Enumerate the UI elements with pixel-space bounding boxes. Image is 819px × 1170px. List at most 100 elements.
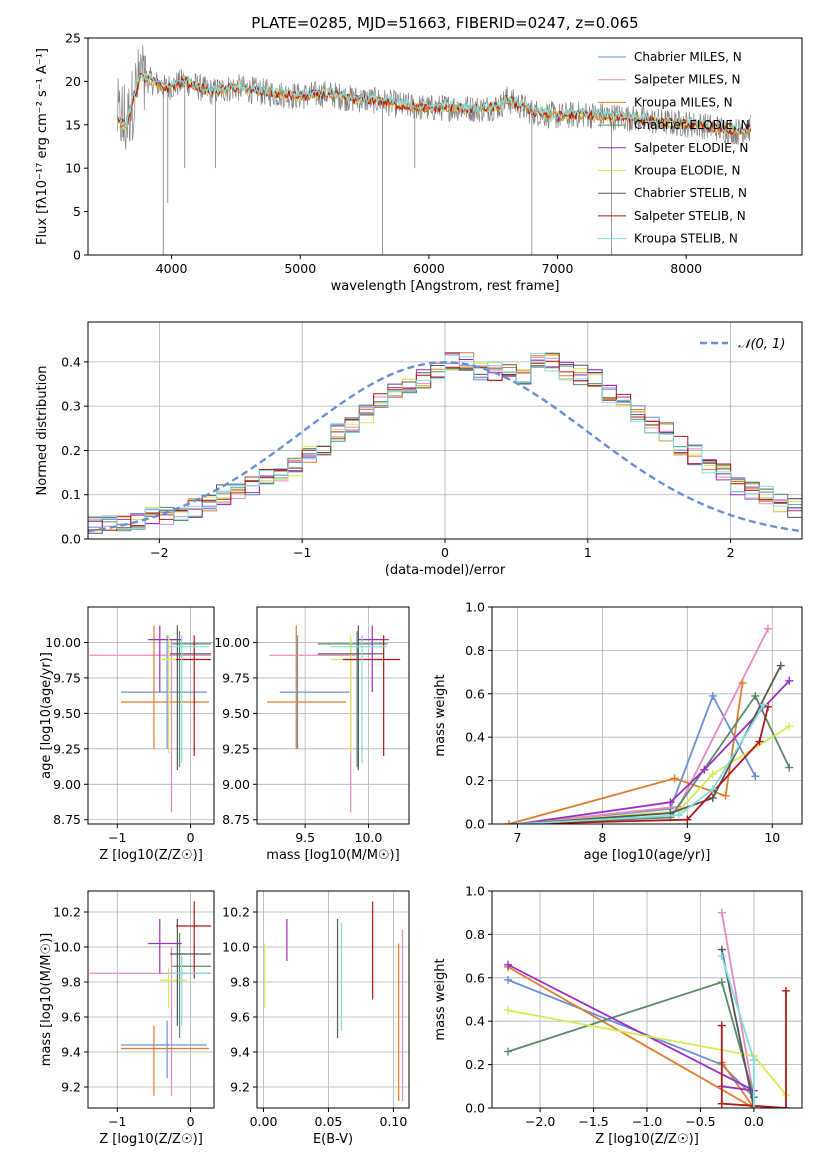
x-tick-label: −1.5 [578, 1114, 608, 1129]
series-line-salpeter_elodie [517, 680, 790, 824]
x-axis-label: Z [log10(Z/Z☉)] [99, 1132, 203, 1147]
x-tick-label: 9 [683, 830, 691, 845]
x-tick-label: 0 [187, 1114, 195, 1129]
y-tick-label: 5 [73, 204, 81, 219]
y-tick-label: 20 [65, 74, 81, 89]
y-tick-label: 9.2 [230, 1080, 250, 1095]
y-tick-label: 0.0 [61, 532, 81, 547]
axes-frame [87, 890, 215, 1109]
marker-chabrier_elodie [785, 763, 794, 772]
marker-salpeter_stelib [764, 702, 773, 711]
y-axis-label: mass [log10(M/M☉)] [39, 933, 54, 1066]
y-tick-label: 0.4 [465, 730, 485, 745]
legend-label: Chabrier MILES, N [634, 50, 742, 64]
y-tick-label: 9.25 [222, 741, 250, 756]
errorbar-plot [89, 625, 212, 813]
x-axis-label: Z [log10(Z/Z☉)] [595, 1132, 699, 1147]
legend-label: Kroupa ELODIE, N [634, 164, 741, 178]
y-tick-label: 9.6 [230, 1010, 250, 1025]
axes-layer: 4000 5000 6000 7000 80000510152025wavelength… [35, 31, 803, 1147]
marker-kroupa_elodie [785, 722, 794, 731]
marker-salpeter_stelib [781, 1104, 790, 1108]
y-axis-label: age [log10(age/yr)] [39, 652, 54, 779]
axes-frame [256, 606, 410, 825]
legend-label: Salpeter ELODIE, N [634, 141, 748, 155]
y-tick-label: 0.6 [465, 970, 485, 985]
y-tick-label: 9.4 [61, 1045, 81, 1060]
y-tick-label: 10 [65, 161, 81, 176]
marker-salpeter_elodie [785, 676, 794, 685]
normal-curve [88, 361, 802, 533]
y-tick-label: 9.00 [222, 777, 250, 792]
y-tick-label: 8.75 [222, 812, 250, 827]
series-line-kroupa_stelib [517, 704, 765, 824]
spectrum-model-salpeter_stelib [117, 72, 752, 135]
y-tick-label: 0.6 [465, 686, 485, 701]
marker-salpeter_miles [764, 624, 773, 633]
y-tick-label: 10.2 [222, 905, 250, 920]
x-tick-label: −1 [108, 1114, 126, 1129]
y-axis-label: mass weight [433, 674, 448, 756]
x-tick-label: 2 [727, 545, 735, 560]
marker-chabrier_elodie [751, 691, 760, 700]
x-tick-label: 1 [584, 545, 592, 560]
marker-kroupa_miles [721, 791, 730, 800]
spectrum-data-line [117, 44, 751, 150]
x-tick-label: 5000 [284, 261, 316, 276]
y-tick-label: 0.2 [465, 773, 485, 788]
marker-chabrier_miles [708, 691, 717, 700]
axes-frame [256, 890, 410, 1109]
x-axis-label: mass [log10(M/M☉)] [266, 848, 399, 863]
marker-chabrier_miles [751, 772, 760, 781]
y-tick-label: 0 [73, 248, 81, 263]
series-line-kroupa_miles [507, 966, 755, 1108]
y-tick-label: 0.8 [465, 643, 485, 658]
x-tick-label: 6000 [413, 261, 445, 276]
marker-salpeter_stelib [755, 737, 764, 746]
x-tick-label: 0.0 [744, 1114, 764, 1129]
x-tick-label: 0.10 [379, 1114, 407, 1129]
x-axis-label: Z [log10(Z/Z☉)] [99, 848, 203, 863]
y-axis-label: Normed distribution [35, 366, 50, 496]
y-tick-label: 9.6 [61, 1010, 81, 1025]
y-axis-label: mass weight [433, 958, 448, 1040]
x-tick-label: −0.5 [685, 1114, 715, 1129]
x-tick-label: 7000 [542, 261, 574, 276]
x-tick-label: 0.05 [315, 1114, 343, 1129]
y-tick-label: 10.0 [222, 940, 250, 955]
legend-label: Salpeter MILES, N [634, 73, 741, 87]
y-tick-label: 9.50 [222, 706, 250, 721]
marker-salpeter_elodie [504, 960, 513, 969]
marker-kroupa_stelib [717, 952, 726, 961]
marker-kroupa_miles [738, 678, 747, 687]
legend-label: Chabrier ELODIE, N [634, 118, 750, 132]
marker-kroupa_miles [504, 820, 513, 824]
y-tick-label: 0.2 [61, 443, 81, 458]
marker-chabrier_elodie [504, 1047, 513, 1056]
x-axis-label: E(B-V) [313, 1132, 353, 1147]
legend-label: Salpeter STELIB, N [634, 209, 746, 223]
histogram-step-kroupa_stelib [88, 353, 802, 530]
y-tick-label: 10.2 [53, 905, 81, 920]
marker-kroupa_miles [670, 774, 679, 783]
spectrum-plot [117, 44, 752, 255]
errorbar-plot [264, 901, 404, 1101]
marker-chabrier_miles [504, 975, 513, 984]
x-tick-label: 10.0 [355, 830, 383, 845]
legend-label: Chabrier STELIB, N [634, 186, 747, 200]
y-tick-label: 10.0 [53, 940, 81, 955]
y-tick-label: 10.00 [45, 635, 81, 650]
y-tick-label: 9.8 [230, 975, 250, 990]
series-line-salpeter_stelib [517, 706, 769, 824]
y-tick-label: 15 [65, 117, 81, 132]
y-tick-label: 9.25 [53, 741, 81, 756]
y-tick-label: 0.3 [61, 399, 81, 414]
marker-salpeter_stelib [781, 986, 790, 995]
marker-kroupa_stelib [674, 811, 683, 820]
y-tick-label: 0.4 [465, 1014, 485, 1029]
marker-kroupa_stelib [749, 1104, 758, 1108]
line-plot [504, 624, 794, 824]
x-axis-label: age [log10(age/yr)] [584, 848, 711, 863]
marker-chabrier_stelib [708, 793, 717, 802]
x-tick-label: −1 [108, 830, 126, 845]
